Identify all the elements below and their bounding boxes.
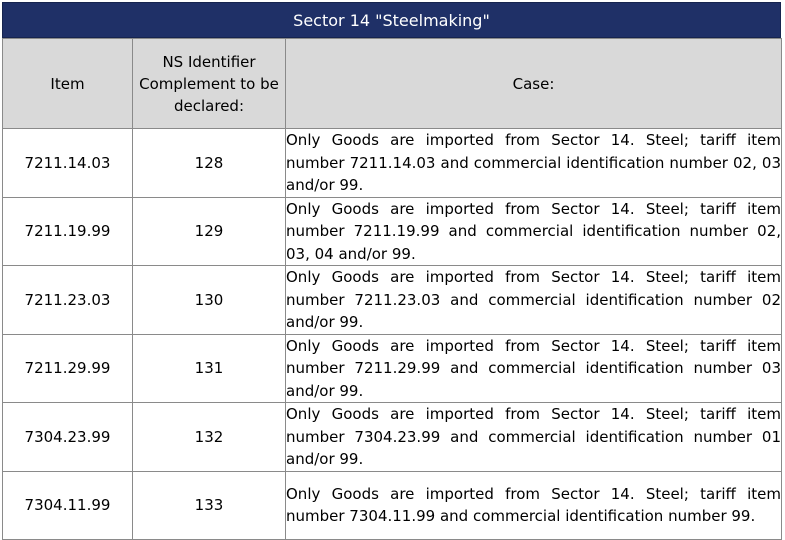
tariff-table: Item NS Identifier Complement to be decl…	[2, 38, 782, 540]
cell-item: 7304.23.99	[2, 402, 133, 472]
table-row: 7211.23.03 130 Only Goods are imported f…	[2, 265, 782, 335]
header-ns-identifier: NS Identifier Complement to be declared:	[132, 38, 286, 129]
header-row: Item NS Identifier Complement to be decl…	[2, 38, 782, 129]
table-body: 7211.14.03 128 Only Goods are imported f…	[2, 128, 782, 540]
cell-ns-identifier: 130	[132, 265, 286, 335]
cell-item: 7211.19.99	[2, 196, 133, 266]
table-row: 7211.29.99 131 Only Goods are imported f…	[2, 333, 782, 403]
cell-case: Only Goods are imported from Sector 14. …	[285, 402, 782, 472]
cell-item: 7211.14.03	[2, 128, 133, 198]
cell-case: Only Goods are imported from Sector 14. …	[285, 265, 782, 335]
cell-item: 7211.23.03	[2, 265, 133, 335]
header-case: Case:	[285, 38, 782, 129]
table-header: Item NS Identifier Complement to be decl…	[2, 38, 782, 129]
header-item: Item	[2, 38, 133, 129]
cell-ns-identifier: 129	[132, 196, 286, 266]
table-row: 7304.23.99 132 Only Goods are imported f…	[2, 402, 782, 472]
table-row: 7211.19.99 129 Only Goods are imported f…	[2, 196, 782, 266]
cell-case: Only Goods are imported from Sector 14. …	[285, 470, 782, 540]
cell-case: Only Goods are imported from Sector 14. …	[285, 128, 782, 198]
cell-item: 7211.29.99	[2, 333, 133, 403]
cell-ns-identifier: 132	[132, 402, 286, 472]
cell-case: Only Goods are imported from Sector 14. …	[285, 196, 782, 266]
cell-case: Only Goods are imported from Sector 14. …	[285, 333, 782, 403]
table-row: 7211.14.03 128 Only Goods are imported f…	[2, 128, 782, 198]
cell-ns-identifier: 128	[132, 128, 286, 198]
table-title: Sector 14 "Steelmaking"	[2, 2, 781, 38]
cell-item: 7304.11.99	[2, 470, 133, 540]
cell-ns-identifier: 133	[132, 470, 286, 540]
cell-ns-identifier: 131	[132, 333, 286, 403]
table-row: 7304.11.99 133 Only Goods are imported f…	[2, 470, 782, 540]
